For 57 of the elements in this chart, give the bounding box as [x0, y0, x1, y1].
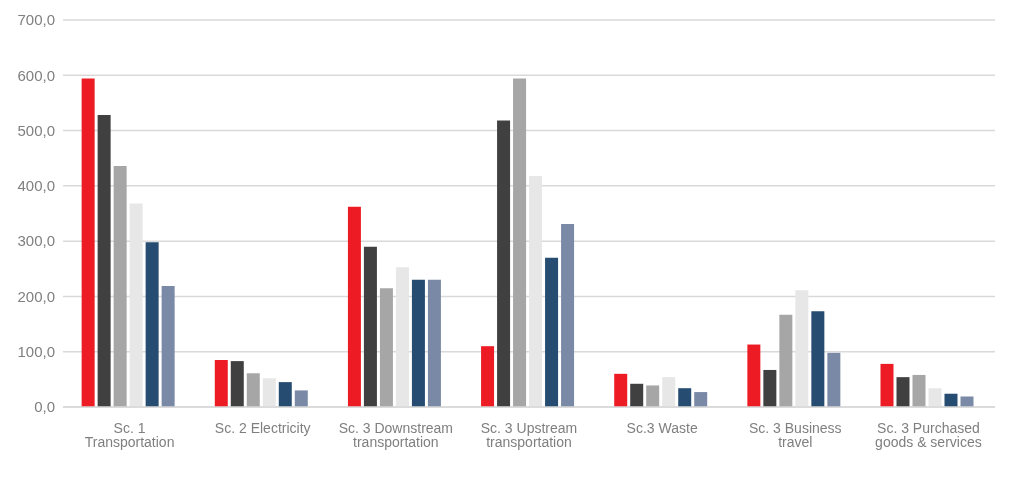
bar [944, 393, 958, 407]
bar [630, 383, 644, 407]
bar [795, 290, 809, 407]
y-tick-label: 600,0 [17, 66, 55, 84]
bar [912, 374, 926, 407]
bar [529, 175, 543, 407]
bar [896, 377, 910, 407]
bar [294, 390, 308, 407]
bar [427, 279, 441, 407]
bar [880, 363, 894, 407]
bar [113, 165, 127, 407]
bar [395, 267, 409, 407]
bar [694, 392, 708, 407]
bar [646, 385, 660, 407]
bar [545, 257, 559, 407]
bar [411, 279, 425, 407]
y-tick-label: 300,0 [17, 232, 55, 250]
bar [379, 288, 393, 407]
bar [214, 360, 228, 407]
bar [262, 378, 276, 407]
y-tick-label: 500,0 [17, 121, 55, 139]
bar [278, 382, 292, 407]
bar [481, 346, 495, 407]
y-tick-label: 700,0 [17, 11, 55, 29]
bar [928, 388, 942, 407]
bar [678, 388, 692, 407]
bar [763, 369, 777, 407]
bar [827, 352, 841, 407]
bar [97, 115, 111, 407]
bar [363, 246, 377, 407]
x-tick-label: Sc. 3 Upstream transportation [480, 419, 578, 450]
bar [811, 311, 825, 407]
bar [960, 396, 974, 407]
bar [513, 78, 527, 407]
bar [246, 373, 260, 407]
bar [662, 377, 676, 407]
bar [145, 242, 159, 407]
y-tick-label: 0,0 [34, 398, 55, 416]
bar [129, 203, 143, 407]
x-tick-label: Sc.3 Waste [626, 419, 698, 436]
bar [81, 78, 95, 407]
bar [497, 120, 511, 407]
x-tick-label: Sc. 3 Downstream transportation [338, 419, 454, 450]
bar [779, 314, 793, 407]
x-tick-label: Sc. 3 Purchased goods & services [875, 419, 982, 450]
bar [561, 224, 575, 407]
x-tick-label: Sc. 2 Electricity [214, 419, 311, 436]
bar [347, 206, 361, 407]
y-tick-label: 400,0 [17, 177, 55, 195]
x-tick-label: Sc. 1 Transportation [84, 419, 175, 450]
bar [614, 373, 628, 407]
y-tick-label: 100,0 [17, 343, 55, 361]
bar [161, 285, 175, 407]
bar [747, 344, 761, 407]
bar [230, 361, 244, 407]
x-tick-label: Sc. 3 Business travel [748, 419, 842, 450]
y-tick-label: 200,0 [17, 287, 55, 305]
